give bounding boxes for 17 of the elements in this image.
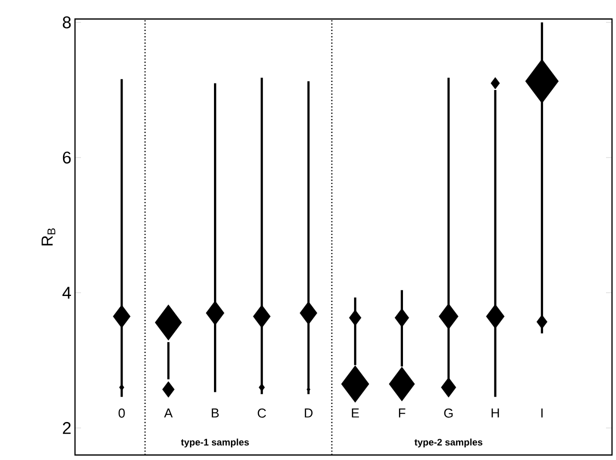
x-tick-label: B	[212, 408, 219, 418]
y-tick-label: 2	[62, 422, 71, 434]
y-tick-label: 6	[62, 152, 71, 164]
y-tick-label: 8	[62, 16, 71, 28]
x-tick-label: G	[444, 408, 453, 418]
x-tick-label: F	[398, 408, 406, 418]
annotation: type-1 samples	[181, 438, 249, 448]
x-tick-label: A	[164, 408, 173, 418]
x-tick-label: I	[541, 408, 543, 418]
x-tick-label: E	[352, 408, 359, 418]
annotation: type-2 samples	[414, 438, 482, 448]
x-tick-label: H	[492, 408, 499, 418]
x-tick-label: 0	[118, 408, 125, 418]
y-tick-label: 4	[62, 286, 71, 299]
x-tick-label: D	[304, 408, 313, 418]
x-tick-label: C	[258, 408, 266, 418]
y-axis-title: R$_{B}$	[42, 228, 56, 246]
